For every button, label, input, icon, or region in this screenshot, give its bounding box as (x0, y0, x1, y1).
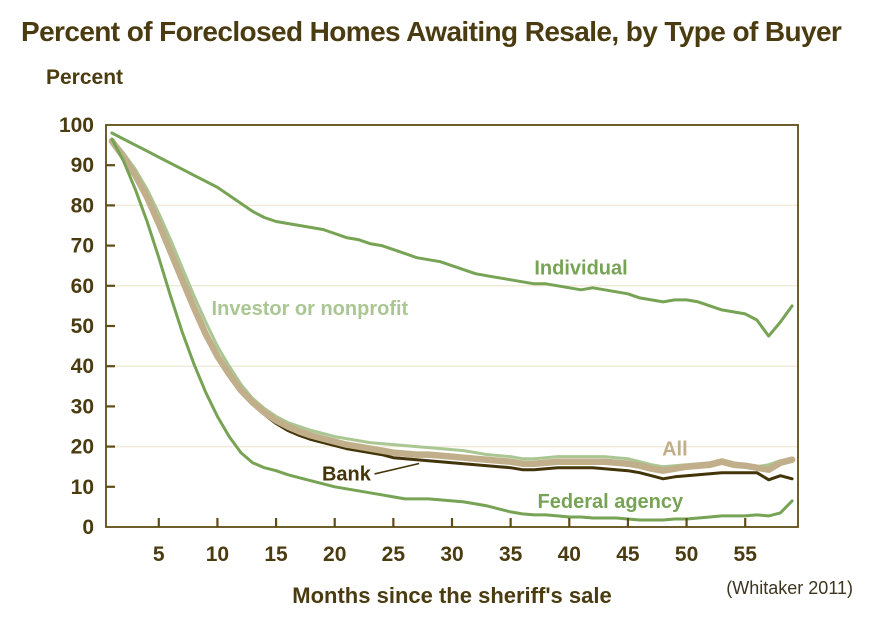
y-tick-label: 90 (71, 154, 94, 177)
series-label-individual: Individual (534, 258, 627, 280)
x-tick-label: 30 (440, 543, 463, 566)
x-tick-label: 35 (499, 543, 523, 566)
source-citation: (Whitaker 2011) (726, 578, 853, 598)
y-tick-label: 20 (71, 436, 94, 459)
y-tick-label: 0 (82, 516, 94, 539)
x-tick-label: 5 (153, 543, 165, 566)
y-axis-unit-label: Percent (46, 66, 124, 89)
y-tick-label: 100 (59, 114, 94, 137)
y-tick-label: 10 (71, 476, 94, 499)
series-label-federal-agency: Federal agency (538, 491, 685, 513)
x-tick-label: 50 (675, 543, 698, 566)
x-tick-label: 20 (323, 543, 346, 566)
series-label-investor-or-nonprofit: Investor or nonprofit (212, 298, 409, 320)
x-tick-label: 25 (382, 543, 406, 566)
x-tick-label: 40 (558, 543, 581, 566)
y-tick-label: 40 (71, 355, 94, 378)
x-tick-label: 10 (206, 543, 229, 566)
x-tick-label: 45 (616, 543, 640, 566)
series-line-individual (110, 131, 794, 338)
series-label-all: All (662, 439, 688, 461)
y-tick-label: 70 (71, 235, 94, 258)
series-line-all (108, 137, 796, 474)
chart-title: Percent of Foreclosed Homes Awaiting Res… (21, 16, 842, 47)
series-label-bank: Bank (322, 464, 372, 486)
bank-pointer-line (374, 462, 420, 475)
y-tick-label: 30 (71, 395, 94, 418)
series-line-federal-agency (110, 137, 794, 522)
x-tick-label: 15 (264, 543, 288, 566)
x-axis-title: Months since the sheriff's sale (292, 583, 612, 608)
y-tick-label: 50 (71, 315, 94, 338)
y-tick-label: 80 (71, 194, 94, 217)
y-tick-label: 60 (71, 275, 94, 298)
x-tick-label: 55 (734, 543, 758, 566)
